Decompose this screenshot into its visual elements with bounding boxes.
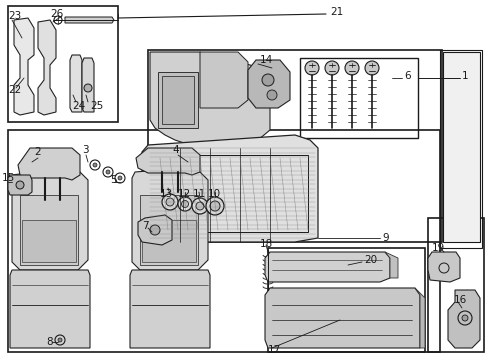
Circle shape <box>178 197 192 211</box>
Text: 20: 20 <box>363 255 376 265</box>
Text: 22: 22 <box>8 85 21 95</box>
Bar <box>158 72 198 128</box>
Text: 8: 8 <box>46 337 53 347</box>
Text: 10: 10 <box>207 189 221 199</box>
Text: 9: 9 <box>381 233 388 243</box>
Circle shape <box>266 90 276 100</box>
Circle shape <box>305 61 318 75</box>
Polygon shape <box>18 148 80 180</box>
Circle shape <box>209 201 220 211</box>
Text: 21: 21 <box>329 7 343 17</box>
Circle shape <box>196 202 203 210</box>
Bar <box>140 195 198 265</box>
Circle shape <box>262 74 273 86</box>
Circle shape <box>162 194 178 210</box>
Bar <box>442 52 479 242</box>
Text: 7: 7 <box>142 221 148 231</box>
Polygon shape <box>264 252 389 282</box>
Circle shape <box>16 181 24 189</box>
Text: 6: 6 <box>403 71 410 81</box>
Bar <box>20 195 78 265</box>
Bar <box>158 155 307 232</box>
Bar <box>427 218 483 352</box>
Text: 26: 26 <box>50 9 63 19</box>
Polygon shape <box>10 270 90 348</box>
Polygon shape <box>138 215 172 245</box>
Bar <box>299 58 417 138</box>
Circle shape <box>181 201 188 207</box>
Circle shape <box>150 225 160 235</box>
Polygon shape <box>427 252 459 282</box>
Polygon shape <box>14 18 34 115</box>
Polygon shape <box>150 52 269 150</box>
Text: 24: 24 <box>72 101 85 111</box>
Text: 25: 25 <box>90 101 103 111</box>
Circle shape <box>345 61 358 75</box>
Text: 16: 16 <box>453 295 467 305</box>
Polygon shape <box>200 52 247 108</box>
Text: 1: 1 <box>461 71 468 81</box>
Circle shape <box>106 170 110 174</box>
Text: 15: 15 <box>2 173 15 183</box>
Text: 11: 11 <box>193 189 206 199</box>
Bar <box>439 50 481 248</box>
Polygon shape <box>447 290 479 348</box>
Polygon shape <box>38 20 56 115</box>
Polygon shape <box>384 252 397 278</box>
Text: 14: 14 <box>260 55 273 65</box>
Circle shape <box>461 315 467 321</box>
Circle shape <box>84 84 92 92</box>
Text: 13: 13 <box>160 189 173 199</box>
Polygon shape <box>82 58 94 112</box>
Text: 4: 4 <box>172 145 178 155</box>
Text: 3: 3 <box>82 145 88 155</box>
Bar <box>162 76 194 124</box>
Polygon shape <box>130 270 209 348</box>
Circle shape <box>165 198 174 206</box>
Bar <box>142 220 196 262</box>
Text: 19: 19 <box>431 243 445 253</box>
Polygon shape <box>247 60 289 108</box>
Polygon shape <box>70 55 82 112</box>
Bar <box>22 220 76 262</box>
Bar <box>267 248 424 352</box>
Circle shape <box>118 176 122 180</box>
Polygon shape <box>132 168 207 270</box>
Text: 5: 5 <box>110 175 116 185</box>
Text: 2: 2 <box>34 147 41 157</box>
Circle shape <box>192 198 207 214</box>
Text: 12: 12 <box>178 189 191 199</box>
Polygon shape <box>12 168 88 270</box>
Polygon shape <box>264 288 419 348</box>
Polygon shape <box>65 17 114 23</box>
Text: 18: 18 <box>260 239 273 249</box>
Circle shape <box>325 61 338 75</box>
Circle shape <box>93 163 97 167</box>
Bar <box>8 130 439 352</box>
Text: 23: 23 <box>8 11 21 21</box>
Polygon shape <box>142 135 317 242</box>
Text: 17: 17 <box>267 345 281 355</box>
Polygon shape <box>414 288 424 348</box>
Circle shape <box>205 197 224 215</box>
Circle shape <box>364 61 378 75</box>
Circle shape <box>58 338 62 342</box>
Bar <box>148 50 441 242</box>
Polygon shape <box>8 175 32 195</box>
Bar <box>8 6 118 122</box>
Polygon shape <box>136 148 200 175</box>
